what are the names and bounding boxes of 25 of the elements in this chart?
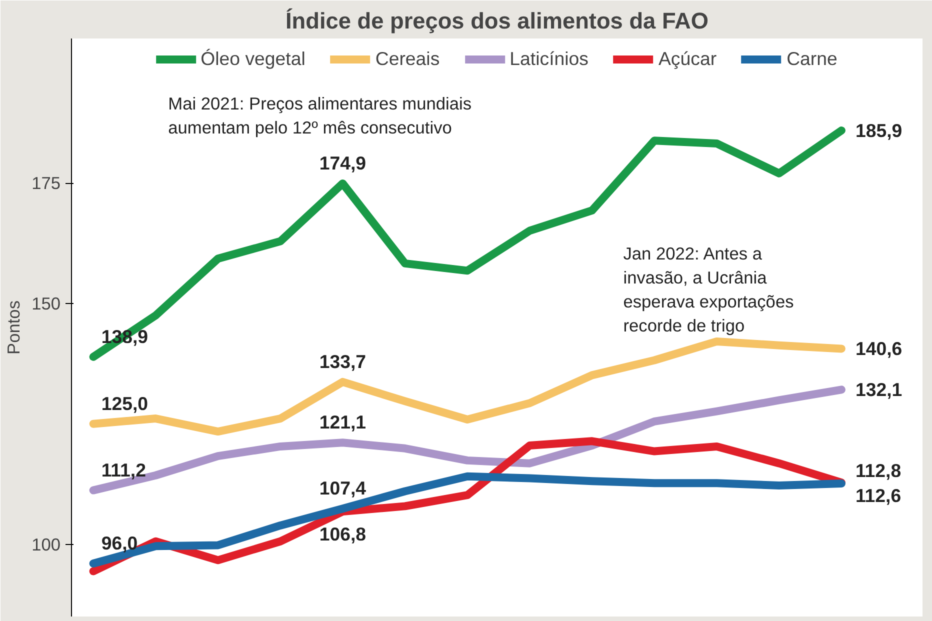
legend-label: Cereais bbox=[375, 48, 440, 70]
legend-label: Laticínios bbox=[510, 48, 588, 70]
annotation: Jan 2022: Antes a invasão, a Ucrânia esperava exportações recorde de trigo bbox=[623, 244, 794, 336]
legend-label: Carne bbox=[786, 48, 838, 70]
data-label: 140,6 bbox=[855, 338, 902, 360]
y-tick-label: 150 bbox=[32, 293, 61, 314]
data-label: 174,9 bbox=[319, 152, 366, 174]
legend-label: Óleo vegetal bbox=[200, 48, 306, 70]
y-tick-label: 100 bbox=[32, 534, 61, 554]
data-label: 121,1 bbox=[319, 412, 366, 433]
data-label: 111,2 bbox=[101, 459, 146, 480]
data-label: 125,0 bbox=[101, 392, 148, 414]
data-label: 112,8 bbox=[855, 460, 902, 482]
data-label: 96,0 bbox=[101, 532, 138, 554]
chart-title: Índice de preços dos alimentos da FAO bbox=[285, 8, 709, 34]
data-label: 112,6 bbox=[855, 485, 902, 506]
data-label: 133,7 bbox=[319, 350, 366, 372]
legend-label: Açúcar bbox=[658, 48, 717, 70]
annotation: Mai 2021: Preços alimentares mundiais aumentam pelo 12º mês consecutivo bbox=[168, 93, 472, 138]
data-label: 107,4 bbox=[319, 478, 367, 499]
data-label: 132,1 bbox=[855, 379, 902, 400]
y-tick-label: 175 bbox=[32, 173, 61, 193]
data-label: 185,9 bbox=[855, 120, 902, 141]
data-label: 106,8 bbox=[319, 523, 366, 544]
y-axis-title: Pontos bbox=[4, 300, 24, 354]
